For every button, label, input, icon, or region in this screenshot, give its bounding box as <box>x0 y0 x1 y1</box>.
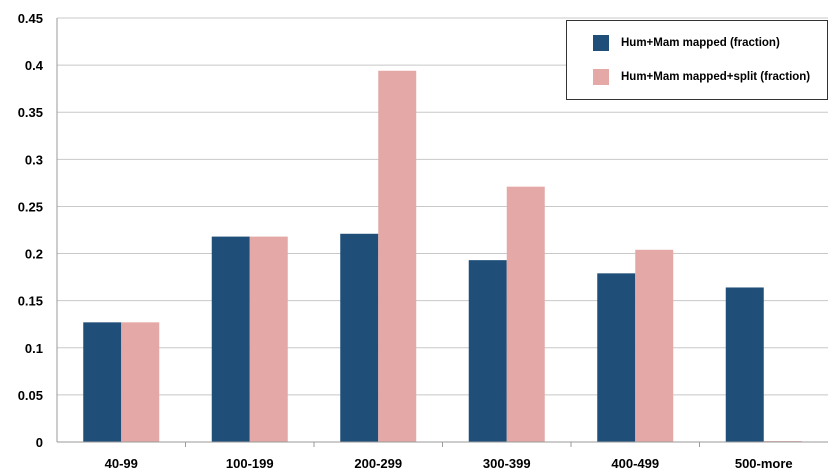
bars <box>83 70 802 443</box>
legend-label-mapped: Hum+Mam mapped (fraction) <box>621 37 780 49</box>
y-tick-label: 0.35 <box>18 105 43 120</box>
legend-item-mapped: Hum+Mam mapped (fraction) <box>593 33 780 53</box>
x-tick-label: 100-199 <box>226 456 274 471</box>
x-tick-label: 400-499 <box>611 456 659 471</box>
x-tick-label: 500-more <box>735 456 793 471</box>
y-tick-label: 0.3 <box>25 152 43 167</box>
x-tick-label: 200-299 <box>354 456 402 471</box>
bar-mapped-200-299 <box>340 233 379 442</box>
legend-swatch-mapped-split <box>593 69 609 85</box>
x-tick-label: 300-399 <box>483 456 531 471</box>
x-axis: 40-99 100-199 200-299 300-399 400-499 500-mor… <box>57 441 828 471</box>
y-tick-label: 0.05 <box>18 388 43 403</box>
bar-mapped-500-more <box>725 287 764 442</box>
bar-mapped-300-399 <box>468 260 507 442</box>
legend-swatch-mapped <box>593 35 609 51</box>
y-tick-label: 0.1 <box>25 341 43 356</box>
y-tick-label: 0.4 <box>25 58 44 73</box>
y-tick-label: 0.45 <box>18 11 43 26</box>
legend: Hum+Mam mapped (fraction) Hum+Mam mapped… <box>566 20 828 100</box>
legend-item-mapped-split: Hum+Mam mapped+split (fraction) <box>593 67 810 87</box>
bar-mapped-split-100-199 <box>249 236 288 442</box>
y-tick-label: 0 <box>36 435 43 450</box>
bar-mapped-100-199 <box>211 236 250 442</box>
legend-label-mapped-split: Hum+Mam mapped+split (fraction) <box>621 71 811 83</box>
bar-mapped-split-400-499 <box>635 249 674 442</box>
bar-mapped-400-499 <box>597 273 636 442</box>
y-tick-label: 0.2 <box>25 247 43 262</box>
y-tick-label: 0.25 <box>18 199 43 214</box>
x-tick-label: 40-99 <box>105 456 138 471</box>
bar-mapped-split-300-399 <box>506 186 545 442</box>
gridlines <box>57 17 828 443</box>
bar-mapped-split-40-99 <box>121 322 160 442</box>
y-axis: 0 0.05 0.1 0.15 0.2 0.25 0.3 0.35 0.4 0.45 <box>18 11 58 450</box>
bar-mapped-40-99 <box>83 322 122 442</box>
bar-mapped-split-200-299 <box>378 70 417 443</box>
y-tick-label: 0.15 <box>18 294 43 309</box>
